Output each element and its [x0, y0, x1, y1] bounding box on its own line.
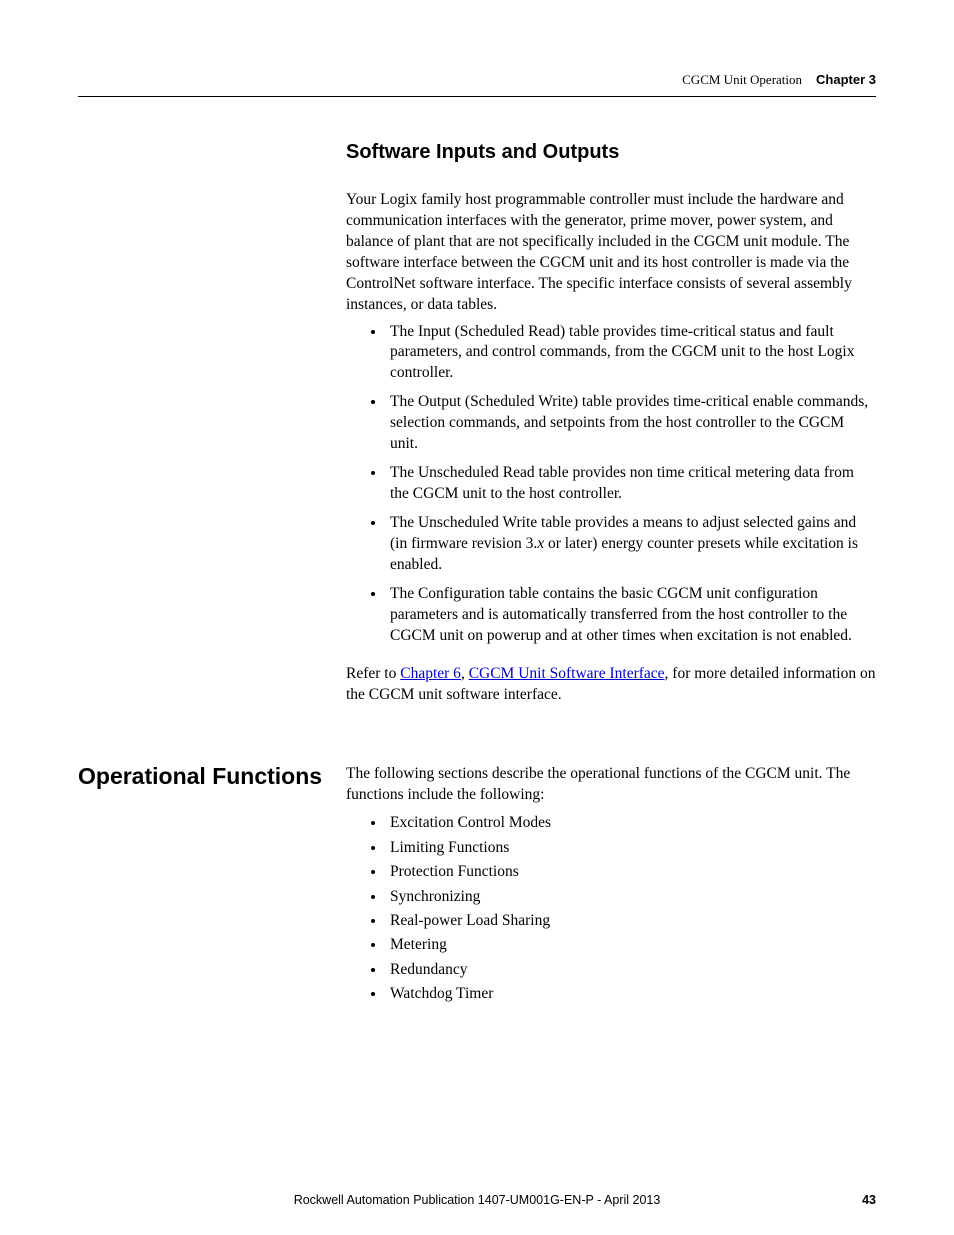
- list-item: The Unscheduled Write table provides a m…: [386, 513, 876, 576]
- list-item: The Output (Scheduled Write) table provi…: [386, 392, 876, 455]
- list-item: Watchdog Timer: [386, 983, 876, 1005]
- section2-bullets: Excitation Control Modes Limiting Functi…: [386, 812, 876, 1006]
- list-item: Redundancy: [386, 959, 876, 981]
- header-section-title: CGCM Unit Operation: [682, 72, 802, 88]
- list-item: The Configuration table contains the bas…: [386, 584, 876, 647]
- list-item: The Input (Scheduled Read) table provide…: [386, 322, 876, 385]
- header-chapter: Chapter 3: [816, 72, 876, 87]
- section-heading-software-io: Software Inputs and Outputs: [346, 141, 876, 164]
- refer-paragraph: Refer to Chapter 6, CGCM Unit Software I…: [346, 664, 876, 706]
- refer-pre: Refer to: [346, 665, 400, 682]
- page-header: CGCM Unit Operation Chapter 3: [78, 72, 876, 97]
- list-item: Synchronizing: [386, 886, 876, 908]
- refer-mid: ,: [461, 665, 469, 682]
- list-item: Excitation Control Modes: [386, 812, 876, 834]
- section-heading-operational-functions: Operational Functions: [78, 764, 346, 1008]
- section1-bullets: The Input (Scheduled Read) table provide…: [386, 322, 876, 647]
- link-software-interface[interactable]: CGCM Unit Software Interface: [469, 665, 665, 682]
- page-footer: Rockwell Automation Publication 1407-UM0…: [78, 1193, 876, 1207]
- list-item: Metering: [386, 934, 876, 956]
- section2-intro: The following sections describe the oper…: [346, 764, 876, 806]
- list-item: The Unscheduled Read table provides non …: [386, 463, 876, 505]
- footer-publication: Rockwell Automation Publication 1407-UM0…: [78, 1193, 876, 1207]
- list-item: Limiting Functions: [386, 837, 876, 859]
- list-item: Real-power Load Sharing: [386, 910, 876, 932]
- link-chapter-6[interactable]: Chapter 6: [400, 665, 461, 682]
- footer-page-number: 43: [862, 1193, 876, 1207]
- section1-intro: Your Logix family host programmable cont…: [346, 190, 876, 316]
- list-item: Protection Functions: [386, 861, 876, 883]
